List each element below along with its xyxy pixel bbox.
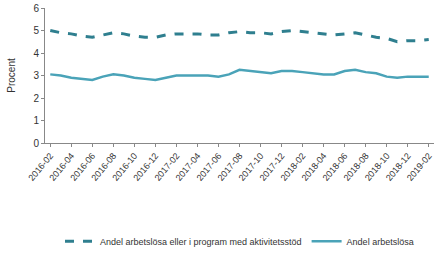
svg-text:2017-12: 2017-12 <box>258 151 287 183</box>
svg-text:0: 0 <box>33 138 39 149</box>
svg-text:2016-12: 2016-12 <box>131 151 160 183</box>
svg-text:6: 6 <box>33 3 39 14</box>
svg-text:3: 3 <box>33 70 39 81</box>
svg-text:2017-04: 2017-04 <box>174 151 203 183</box>
svg-text:5: 5 <box>33 25 39 36</box>
svg-text:2018-10: 2018-10 <box>363 151 392 183</box>
svg-text:2018-04: 2018-04 <box>300 151 329 183</box>
svg-text:2016-08: 2016-08 <box>89 151 118 183</box>
svg-text:2016-04: 2016-04 <box>47 151 76 183</box>
svg-text:2017-10: 2017-10 <box>237 151 266 183</box>
svg-text:2018-06: 2018-06 <box>321 151 350 183</box>
svg-text:Andel arbetslösa: Andel arbetslösa <box>347 237 414 247</box>
svg-text:2017-02: 2017-02 <box>153 151 182 183</box>
svg-text:2016-10: 2016-10 <box>110 151 139 183</box>
svg-text:Procent: Procent <box>6 58 17 93</box>
svg-text:4: 4 <box>33 48 39 59</box>
svg-text:Andel arbetslösa eller i progr: Andel arbetslösa eller i program med akt… <box>100 237 302 247</box>
svg-text:2016-06: 2016-06 <box>68 151 97 183</box>
svg-text:2017-06: 2017-06 <box>195 151 224 183</box>
svg-text:2019-02: 2019-02 <box>405 151 434 183</box>
svg-text:2016-02: 2016-02 <box>26 151 55 183</box>
svg-text:2017-08: 2017-08 <box>216 151 245 183</box>
svg-text:2018-08: 2018-08 <box>342 151 371 183</box>
svg-text:2018-12: 2018-12 <box>384 151 413 183</box>
svg-text:2018-02: 2018-02 <box>279 151 308 183</box>
svg-text:1: 1 <box>33 115 39 126</box>
svg-text:2: 2 <box>33 93 39 104</box>
